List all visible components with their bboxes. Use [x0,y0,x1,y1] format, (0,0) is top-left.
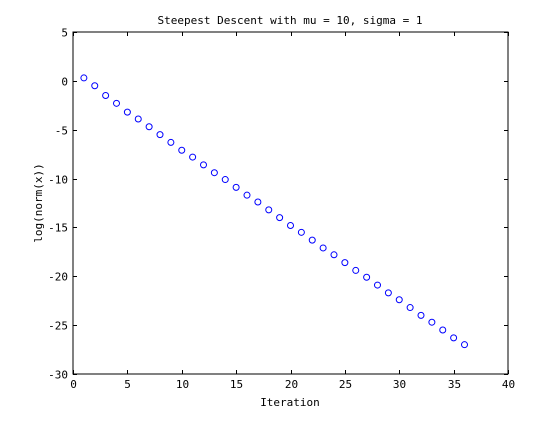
x-axis-label: Iteration [260,396,320,409]
data-point [308,236,316,244]
data-point [265,206,273,214]
data-point [406,304,414,312]
y-tick-label: -20 [48,271,68,284]
data-point [428,318,436,326]
data-point [330,251,338,259]
data-point [134,115,142,123]
y-tick-label: -30 [48,369,68,382]
tick-labels: 0 5 10 15 20 25 30 35 40 5 0 -5 -10 -15 -20 -25 -30 [48,27,515,392]
data-point [384,289,392,297]
x-tick-label: 35 [448,378,461,391]
data-point [113,99,120,107]
y-tick-label: -10 [48,174,68,187]
y-tick-label: 5 [61,27,68,40]
data-point [145,123,153,131]
data-point [189,153,197,161]
x-tick-label: 20 [285,378,298,391]
chart-title: Steepest Descent with mu = 10, sigma = 1 [158,14,423,27]
data-point [341,259,349,267]
data-point [417,311,425,319]
plot-frame [72,31,509,375]
data-point [221,176,229,184]
data-point [352,266,360,274]
data-point [450,334,458,342]
data-point [254,198,262,206]
data-point [319,244,327,252]
x-tick-label: 10 [176,378,189,391]
data-points [80,74,468,349]
y-tick-label: -5 [55,125,68,138]
data-point [276,214,284,222]
data-point [210,169,218,177]
x-tick-label: 25 [339,378,352,391]
data-point [102,92,110,100]
x-tick-label: 30 [393,378,406,391]
data-point [167,138,175,146]
x-tick-label: 5 [124,378,131,391]
x-tick-label: 0 [70,378,77,391]
data-point [80,74,88,82]
y-tick-label: -25 [48,320,68,333]
data-point [297,228,305,236]
data-point [178,146,186,154]
data-point [363,273,371,281]
data-point [374,281,381,289]
y-tick-label: 0 [61,76,68,89]
plot-background [73,32,508,374]
data-point [287,221,294,229]
data-point [395,296,403,304]
x-tick-label: 40 [502,378,515,391]
data-point [156,131,164,139]
y-tick-label: -15 [48,222,68,235]
data-point [91,82,99,90]
data-point [200,161,207,169]
x-tick-label: 15 [230,378,243,391]
data-point [232,183,240,191]
data-point [243,191,251,199]
data-point [439,326,447,334]
data-point [461,341,468,349]
data-point [123,108,131,116]
y-axis-label: log(norm(x)) [32,163,45,242]
